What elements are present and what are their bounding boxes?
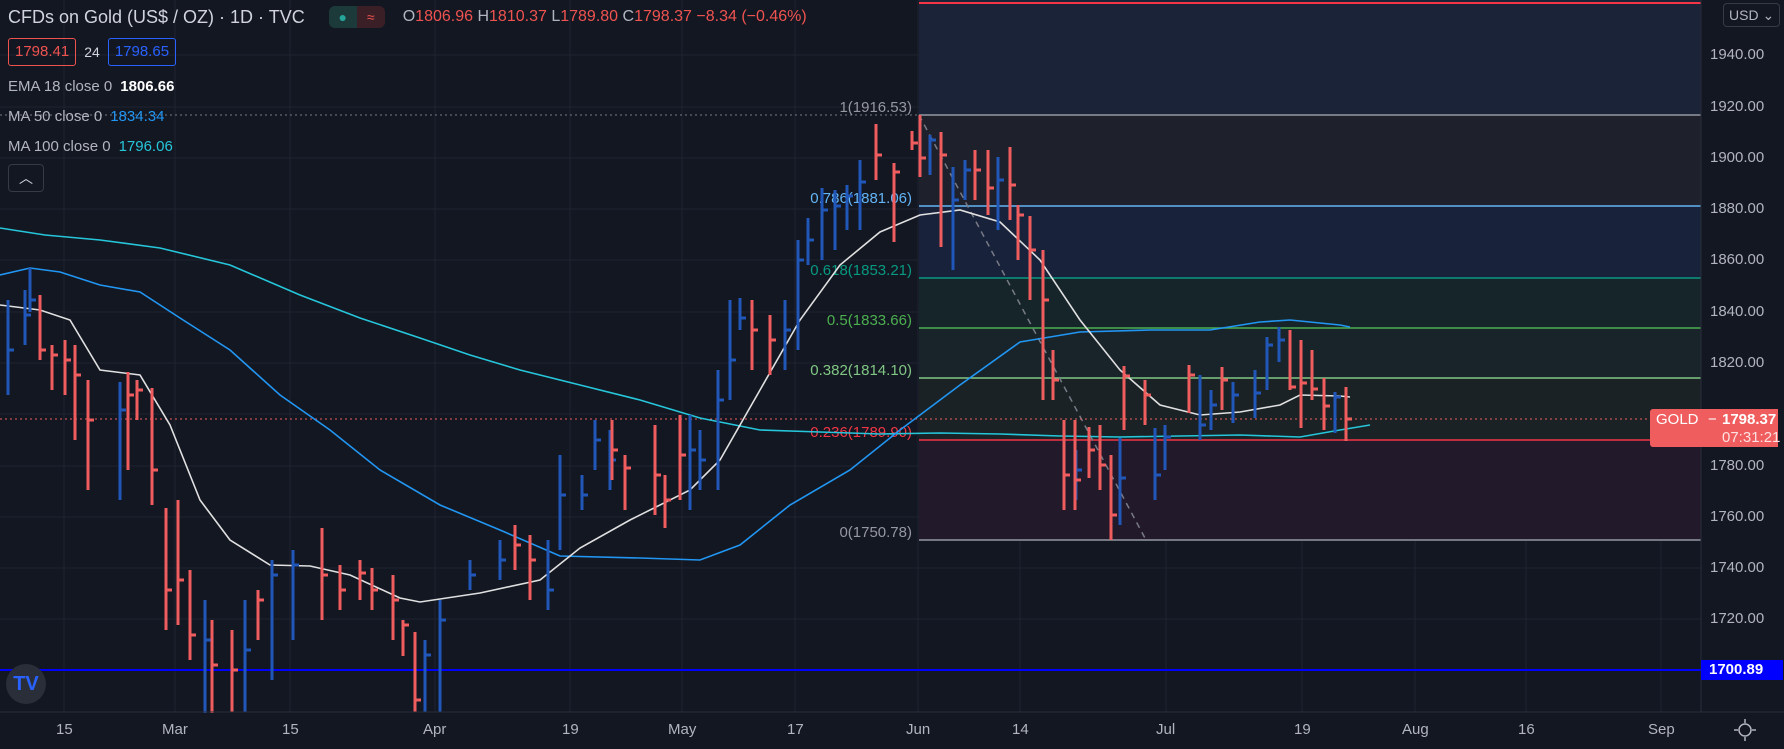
chevron-up-icon: ︿ <box>19 170 33 186</box>
symbol-title[interactable]: CFDs on Gold (US$ / OZ) · 1D · TVC <box>8 6 305 27</box>
price-tick: 1880.00 <box>1710 200 1765 217</box>
time-tick: May <box>668 721 697 738</box>
last-price-tag: GOLD − 1798.37 07:31:21 <box>1650 409 1780 447</box>
ma50-line <box>0 267 1351 561</box>
indicator-ema18[interactable]: EMA 18 close 0 1806.66 <box>8 78 175 95</box>
time-tick: 16 <box>1518 721 1535 738</box>
price-change: −8.34 (−0.46%) <box>696 8 807 25</box>
tradingview-logo-icon[interactable]: TV <box>6 664 46 704</box>
time-tick: 19 <box>562 721 579 738</box>
price-tick: 1840.00 <box>1710 303 1765 320</box>
fib-label-1: 1(1916.53) <box>839 99 912 116</box>
time-tick: 17 <box>787 721 804 738</box>
ema18-line <box>0 209 1351 603</box>
price-tick: 1720.00 <box>1710 610 1765 627</box>
market-open-dot-icon: ● <box>328 6 357 28</box>
spread-value: 24 <box>84 44 100 60</box>
ohlc-bars <box>6 115 1352 720</box>
hline-price-tag: 1700.89 <box>1701 660 1783 680</box>
time-tick: Mar <box>162 721 188 738</box>
fib-label-0618: 0.618(1853.21) <box>810 262 912 279</box>
time-tick: 15 <box>56 721 73 738</box>
settings-gear-icon[interactable] <box>1732 717 1758 743</box>
price-tick: 1940.00 <box>1710 46 1765 63</box>
time-tick: Jul <box>1156 721 1176 738</box>
price-tick: 1740.00 <box>1710 559 1765 576</box>
time-tick: 19 <box>1294 721 1311 738</box>
ma100-line <box>0 227 1371 438</box>
price-tick: 1900.00 <box>1710 149 1765 166</box>
price-tick: 1780.00 <box>1710 457 1765 474</box>
delayed-data-icon: ≈ <box>356 6 385 28</box>
fib-label-0382: 0.382(1814.10) <box>810 362 912 379</box>
buy-button[interactable]: 1798.65 <box>107 38 177 66</box>
chevron-down-icon: ⌄ <box>1762 7 1775 23</box>
fib-label-0236: 0.236(1789.90) <box>810 424 912 441</box>
indicator-ma100[interactable]: MA 100 close 0 1796.06 <box>8 138 173 155</box>
price-tick: 1860.00 <box>1710 251 1765 268</box>
ohlc-values: O1806.96 H1810.37 L1789.80 C1798.37 −8.3… <box>402 8 807 25</box>
price-tick: 1820.00 <box>1710 354 1765 371</box>
time-tick: Sep <box>1648 721 1675 738</box>
fib-label-0: 0(1750.78) <box>839 524 912 541</box>
fib-label-05: 0.5(1833.66) <box>827 312 912 329</box>
price-tick: 1920.00 <box>1710 98 1765 115</box>
collapse-legend-button[interactable]: ︿ <box>8 164 44 192</box>
time-tick: 14 <box>1012 721 1029 738</box>
currency-selector[interactable]: USD ⌄ <box>1723 3 1781 27</box>
status-pill[interactable]: ● ≈ <box>328 6 385 28</box>
time-tick: 15 <box>282 721 299 738</box>
time-tick: Jun <box>906 721 931 738</box>
indicator-ma50[interactable]: MA 50 close 0 1834.34 <box>8 108 165 125</box>
time-tick: Apr <box>423 721 447 738</box>
sell-button[interactable]: 1798.41 <box>8 38 77 66</box>
chart-legend: CFDs on Gold (US$ / OZ) · 1D · TVC ● ≈ O… <box>8 4 807 192</box>
fib-retracement[interactable] <box>0 0 1701 541</box>
time-tick: Aug <box>1402 721 1429 738</box>
price-tick: 1760.00 <box>1710 508 1765 525</box>
